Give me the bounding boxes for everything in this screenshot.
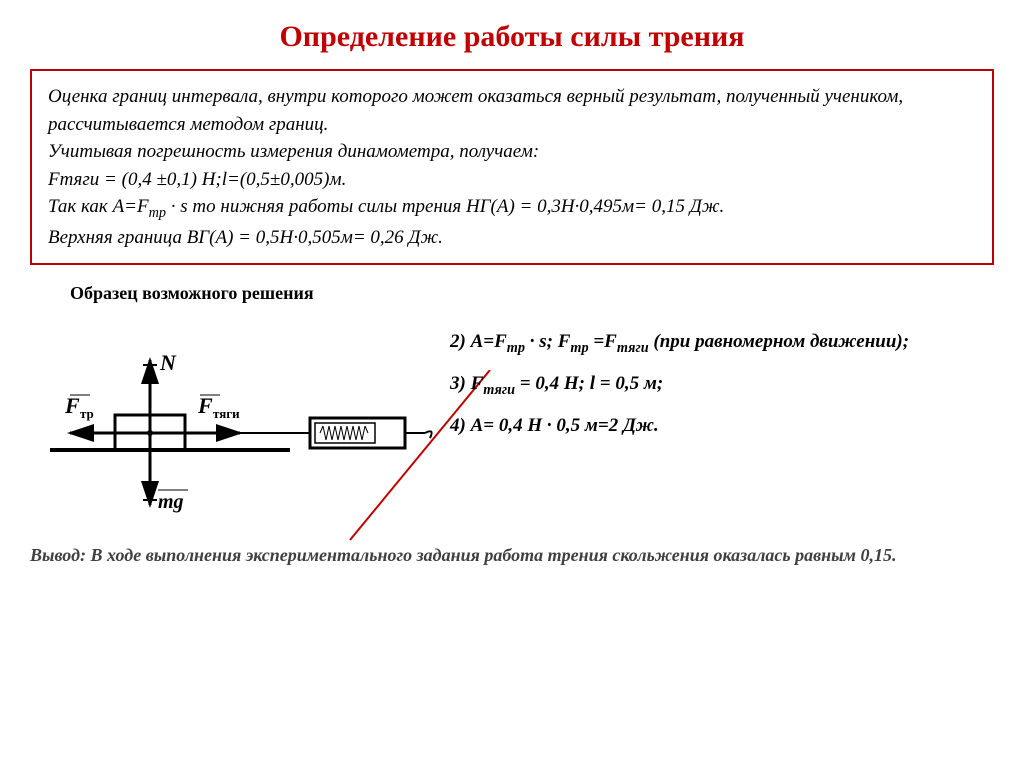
- svg-text:тяги: тяги: [213, 406, 240, 421]
- s3sub: тяги: [483, 382, 515, 398]
- svg-text:тр: тр: [80, 406, 94, 421]
- solution-heading: Образец возможного решения: [70, 283, 994, 304]
- explanation-box: Оценка границ интервала, внутри которого…: [30, 69, 994, 265]
- force-diagram: N mg F тр F тяги: [30, 310, 450, 525]
- solution-steps: 2) А=Fтр · s; Fтр =Fтяги (при равномерно…: [450, 310, 994, 448]
- svg-text:F: F: [64, 393, 80, 418]
- svg-text:mg: mg: [158, 491, 184, 513]
- conclusion-text: Вывод: В ходе выполнения экспериментальн…: [30, 543, 994, 567]
- s3b: = 0,4 Н; l = 0,5 м;: [515, 373, 663, 394]
- step-3: 3) Fтяги = 0,4 Н; l = 0,5 м;: [450, 366, 994, 404]
- box-line4a: Так как А=F: [48, 196, 149, 217]
- box-line2: Учитывая погрешность измерения динамомет…: [48, 141, 539, 162]
- box-line1: Оценка границ интервала, внутри которого…: [48, 86, 903, 135]
- s2sub2: тр: [570, 340, 588, 356]
- lower-section: N mg F тр F тяги: [30, 310, 994, 525]
- box-line4-sub: тр: [149, 205, 166, 221]
- svg-text:N: N: [159, 350, 177, 375]
- s2b: · s; F: [525, 331, 570, 352]
- s2sub3: тяги: [617, 340, 649, 356]
- svg-text:F: F: [197, 393, 213, 418]
- step-2: 2) А=Fтр · s; Fтр =Fтяги (при равномерно…: [450, 324, 994, 362]
- box-line3: Fтяги = (0,4 ±0,1) Н;l=(0,5±0,005)м.: [48, 169, 346, 190]
- page-title: Определение работы силы трения: [30, 20, 994, 54]
- step-4: 4) А= 0,4 Н · 0,5 м=2 Дж.: [450, 408, 994, 444]
- s3a: 3) F: [450, 373, 483, 394]
- s2d: (при равномерном движении);: [649, 331, 909, 352]
- s2a: 2) А=F: [450, 331, 507, 352]
- box-line4b: · s то нижняя работы силы трения НГ(А) =…: [166, 196, 724, 217]
- box-line5: Верхняя граница ВГ(А) = 0,5Н·0,505м= 0,2…: [48, 227, 443, 248]
- s2c: =F: [589, 331, 617, 352]
- s2sub1: тр: [507, 340, 525, 356]
